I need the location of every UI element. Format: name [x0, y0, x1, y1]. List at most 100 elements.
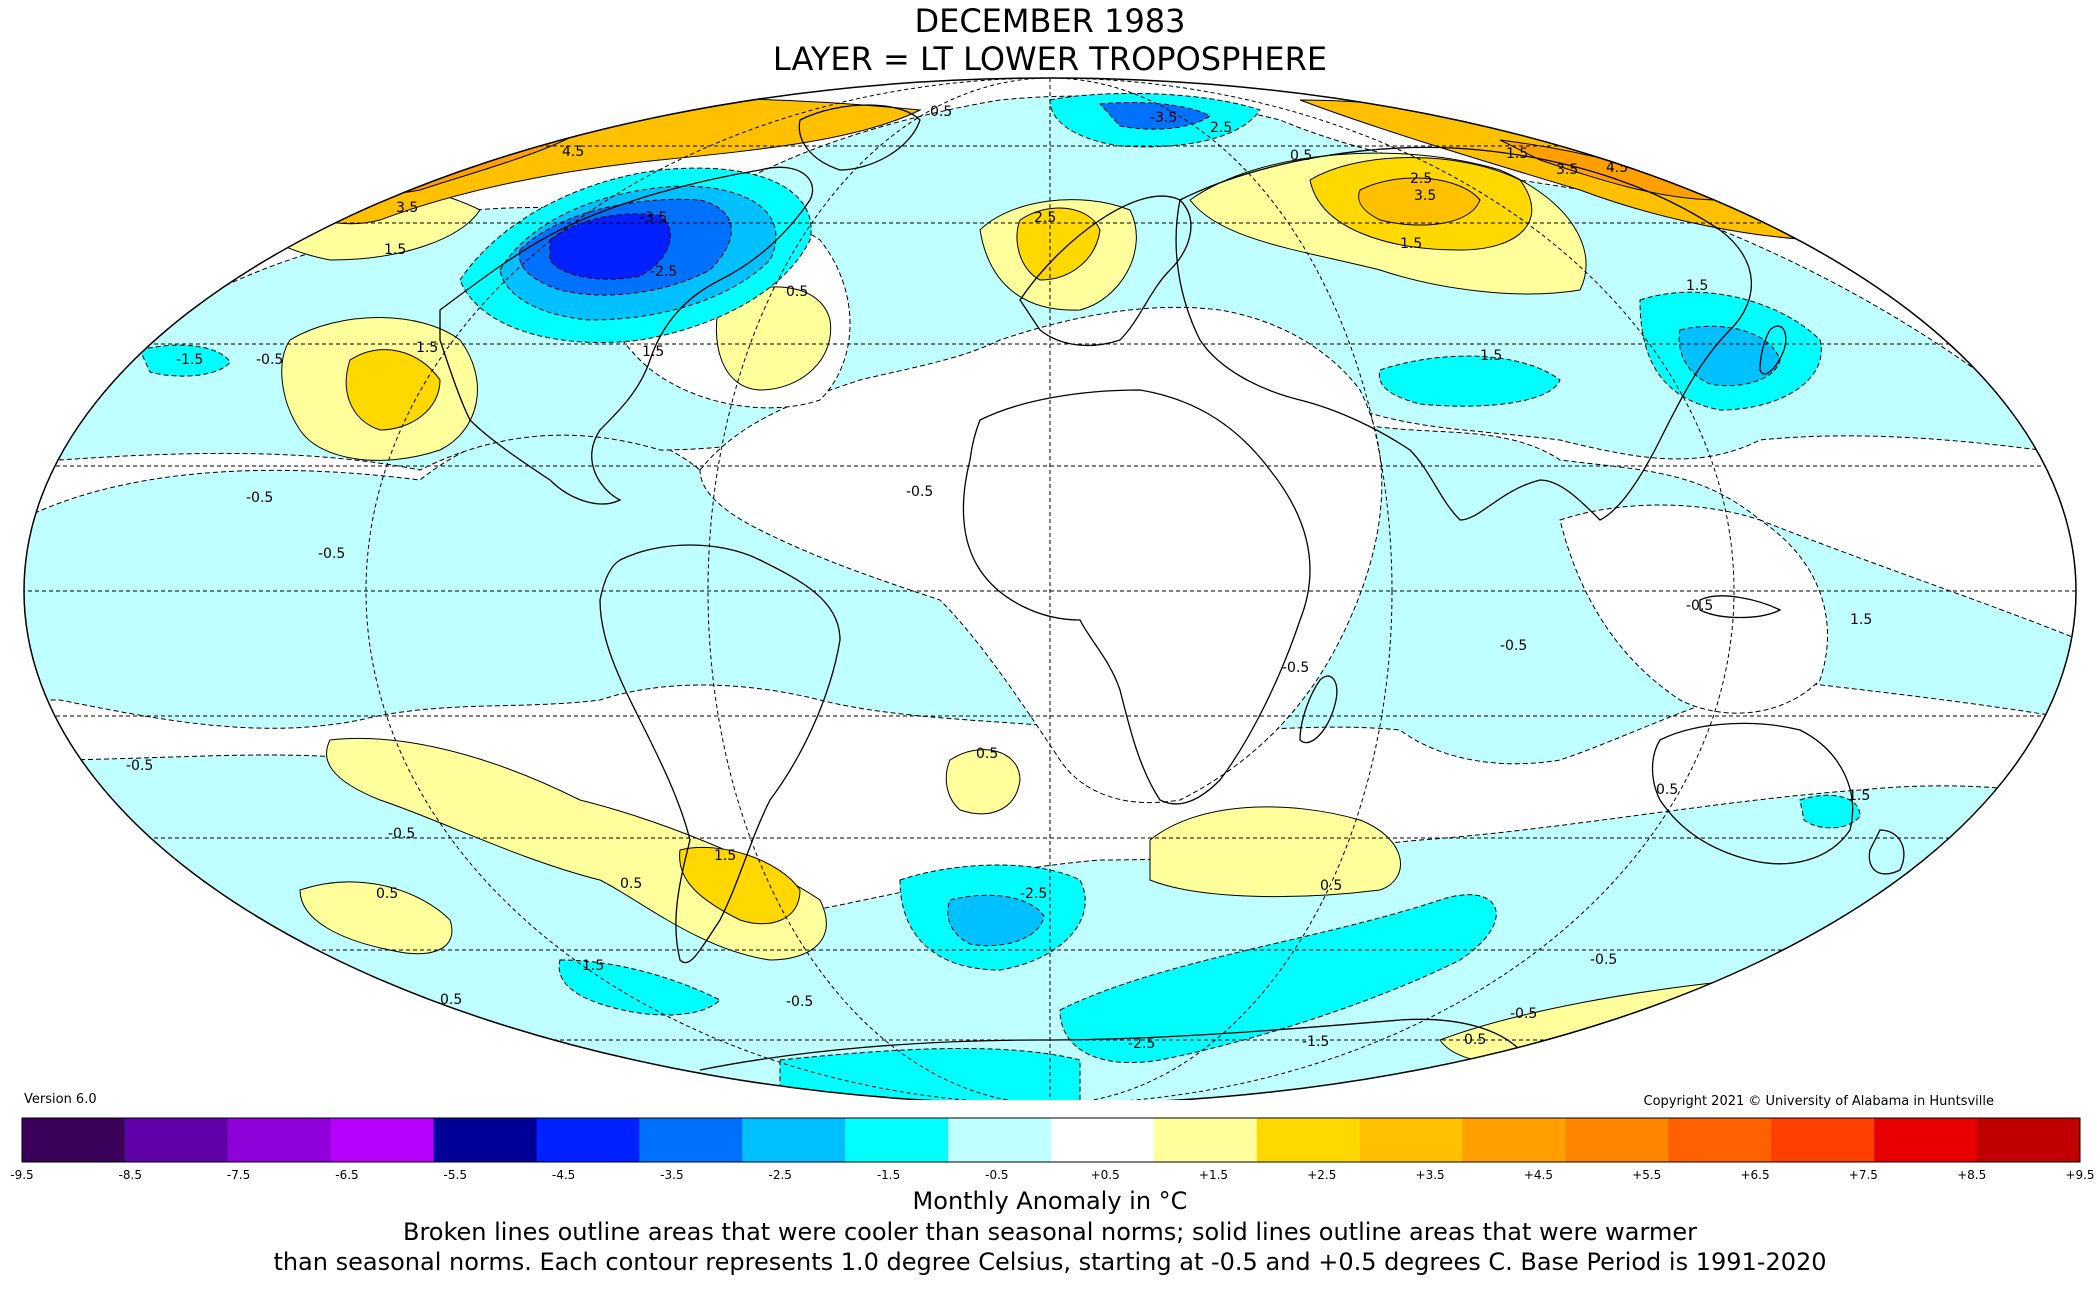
legend-tick-label: +9.5 [2065, 1168, 2094, 1182]
contour-label: 0.5 [976, 746, 998, 762]
legend-swatch [124, 1118, 229, 1162]
contour-label: -0.5 [1282, 660, 1309, 676]
contour-label: -0.5 [1500, 638, 1527, 654]
legend-swatch [1565, 1118, 1669, 1162]
contour-label: 1.5 [1850, 612, 1872, 628]
contour-label: 0.5 [1320, 878, 1342, 894]
legend-swatch [433, 1118, 537, 1162]
footnote-line-2: than seasonal norms. Each contour repres… [273, 1248, 1827, 1276]
contour-label: 0.5 [440, 992, 462, 1008]
anomaly-region-warm [1016, 207, 1101, 281]
legend-tick-label: -1.5 [877, 1168, 900, 1182]
legend-swatch [227, 1118, 332, 1162]
legend-tick-label: +1.5 [1199, 1168, 1228, 1182]
contour-label: 1.5 [1848, 788, 1870, 804]
version-label: Version 6.0 [24, 1092, 97, 1107]
contour-label: -3.5 [640, 210, 667, 226]
contour-label: -2.5 [1128, 1036, 1155, 1052]
contour-label: 0.5 [620, 876, 642, 892]
legend-tick-label: -3.5 [660, 1168, 683, 1182]
legend-tick-label: +5.5 [1632, 1168, 1661, 1182]
contour-label: -0.5 [246, 490, 273, 506]
contour-label: 0.5 [1656, 782, 1678, 798]
contour-label: -0.5 [906, 484, 933, 500]
legend-swatch [1668, 1118, 1772, 1162]
anomaly-region-warm [715, 286, 832, 391]
legend-tick-label: -5.5 [444, 1168, 467, 1182]
legend-swatch [948, 1118, 1052, 1162]
contour-label: 1.5 [1480, 348, 1502, 364]
legend-tick-label: -7.5 [227, 1168, 250, 1182]
contour-label: 2.5 [1410, 171, 1432, 187]
legend-swatch [639, 1118, 743, 1162]
contour-label: 0.5 [786, 284, 808, 300]
legend-tick-label: +7.5 [1849, 1168, 1878, 1182]
contour-label: 2.5 [1034, 210, 1056, 226]
anomaly-region-neutral [1559, 504, 1828, 714]
legend-unit-label: Monthly Anomaly in °C [912, 1187, 1188, 1215]
legend-tick-label: -0.5 [985, 1168, 1008, 1182]
anomaly-region-cold [1059, 894, 1497, 1064]
legend-tick-label: +3.5 [1416, 1168, 1445, 1182]
legend-swatch [1462, 1118, 1566, 1162]
contour-label: 3.5 [396, 200, 418, 216]
legend-tick-label: -4.5 [552, 1168, 575, 1182]
legend-tick-label: +0.5 [1091, 1168, 1120, 1182]
legend-swatch [1153, 1118, 1258, 1162]
legend-tick-label: -9.5 [10, 1168, 33, 1182]
contour-label: -3.5 [1150, 110, 1177, 126]
legend-swatch [536, 1118, 640, 1162]
copyright-label: Copyright 2021 © University of Alabama i… [1643, 1094, 1994, 1109]
contour-label: 1.5 [416, 340, 438, 356]
contour-label: -0.5 [126, 758, 153, 774]
legend-swatch [1051, 1118, 1155, 1162]
legend-tick-label: +6.5 [1740, 1168, 1769, 1182]
contour-label: 4.5 [562, 144, 584, 160]
contour-label: -0.5 [318, 546, 345, 562]
contour-label: 0.5 [1464, 1032, 1486, 1048]
coastlines [439, 104, 1905, 1071]
anomaly-region-cold [947, 894, 1045, 947]
contour-label: 3.5 [1414, 188, 1436, 204]
legend-swatch [742, 1118, 846, 1162]
contour-label: -0.5 [388, 826, 415, 842]
anomaly-region-warm [326, 737, 827, 961]
legend-tick-label: +4.5 [1524, 1168, 1553, 1182]
footnote-line-1: Broken lines outline areas that were coo… [403, 1218, 1697, 1246]
contour-label: 1.5 [384, 242, 406, 258]
legend-tick-label: +2.5 [1307, 1168, 1336, 1182]
contour-label: 0.5 [376, 886, 398, 902]
anomaly-region-cold [549, 213, 671, 280]
legend-tick-label: +8.5 [1957, 1168, 1986, 1182]
legend-swatch [22, 1118, 126, 1162]
map-title: DECEMBER 1983 [914, 2, 1186, 40]
contour-label: -0.5 [1510, 1006, 1537, 1022]
contour-label: 0.5 [930, 104, 952, 120]
anomaly-region-warm [199, 986, 466, 1084]
legend-swatch [845, 1118, 949, 1162]
contour-label: 1.5 [714, 848, 736, 864]
anomaly-region-warm [945, 749, 1021, 815]
anomaly-region-cold [1098, 102, 1211, 130]
contour-label: -0.5 [256, 352, 283, 368]
legend-swatch [1977, 1118, 2081, 1162]
contour-label: 1.5 [582, 958, 604, 974]
contour-label: 1.5 [1506, 146, 1528, 162]
legend-border [21, 1117, 2081, 1163]
anomaly-region-warm [1149, 806, 1401, 898]
anomaly-region-cold [1378, 355, 1561, 407]
contour-label: -1.5 [176, 352, 203, 368]
anomaly-region-warm [679, 846, 801, 925]
anomaly-region-cold [1799, 794, 1861, 829]
anomaly-region-warm [345, 349, 441, 431]
legend-tick-label: -6.5 [335, 1168, 358, 1182]
contour-label: -2.5 [1020, 886, 1047, 902]
contour-label: -0.5 [786, 994, 813, 1010]
legend-tick-label: -8.5 [119, 1168, 142, 1182]
anomaly-region-neutral [699, 306, 1383, 804]
legend-swatch [1359, 1118, 1464, 1162]
globe-outline [23, 77, 2077, 1100]
map-subtitle: LAYER = LT LOWER TROPOSPHERE [772, 40, 1328, 78]
anomaly-region-warm [1358, 177, 1481, 226]
contour-label: -2.5 [650, 264, 677, 280]
